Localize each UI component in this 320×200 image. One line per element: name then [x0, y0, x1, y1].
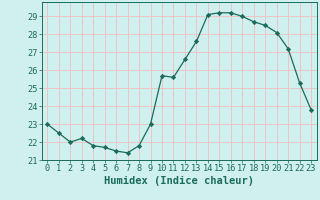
X-axis label: Humidex (Indice chaleur): Humidex (Indice chaleur) — [104, 176, 254, 186]
